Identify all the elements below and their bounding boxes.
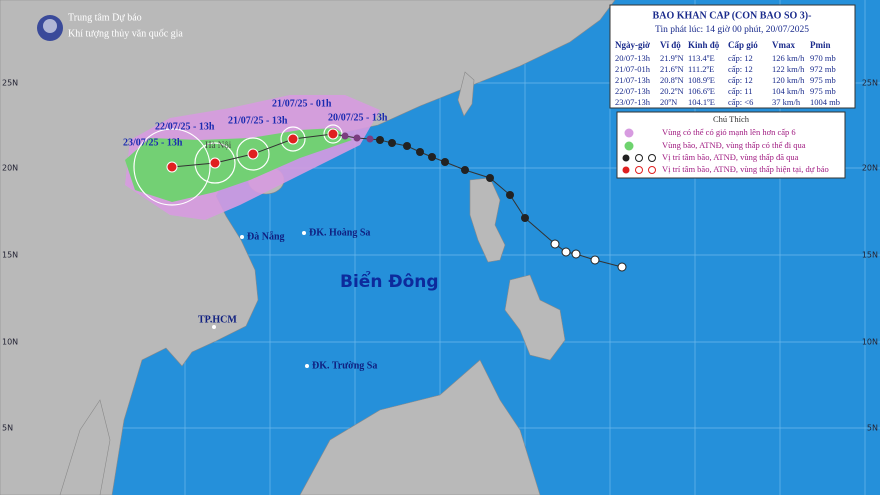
cell: 20/07-13h: [615, 53, 651, 63]
agency-sub: Khí tượng thủy văn quốc gia: [68, 28, 183, 39]
place: Hà Nội: [205, 140, 232, 150]
cell: 972 mb: [810, 64, 836, 74]
legend-box: [616, 111, 846, 179]
forecast-positions: [166, 128, 339, 173]
cell: 1004 mb: [810, 97, 840, 107]
cell: 104 km/h: [772, 86, 805, 96]
cell: cấp: 12: [728, 64, 753, 74]
lat-label: 15N: [2, 251, 18, 260]
forecast-circles: [133, 124, 343, 206]
logo: Trung tâm Dự báo Khí tượng thủy văn quốc…: [37, 12, 183, 41]
cell: 23/07-13h: [615, 97, 651, 107]
past-positions: [341, 132, 627, 272]
cell: 104.1ºE: [688, 97, 715, 107]
place-dot: [305, 364, 309, 368]
place-dot: [302, 231, 306, 235]
place: ĐK. Trường Sa: [312, 360, 377, 371]
place-dot: [240, 235, 244, 239]
cell: 111.2ºE: [688, 64, 714, 74]
legend-item: Vùng bão, ATNĐ, vùng thấp có thể đi qua: [662, 140, 806, 150]
cell: 120 km/h: [772, 75, 805, 85]
legend-swatch: [624, 128, 634, 138]
cell: 21.6ºN: [660, 64, 684, 74]
lat-label: 25N: [2, 79, 18, 88]
legend: Chú Thích Vùng có thể có gió mạnh lên hơ…: [616, 111, 846, 179]
cell: cấp: 11: [728, 86, 752, 96]
cell: 126 km/h: [772, 53, 805, 63]
cell: 106.6ºE: [688, 86, 715, 96]
cell: 975 mb: [810, 75, 836, 85]
column-header: Vĩ độ: [660, 40, 681, 50]
cell: 975 mb: [810, 86, 836, 96]
legend-item: Vùng có thể có gió mạnh lên hơn cấp 6: [662, 127, 796, 137]
cell: 37 km/h: [772, 97, 801, 107]
track-label: 22/07/25 - 13h: [155, 121, 215, 132]
lat-label: 20N: [862, 164, 878, 173]
cell: 20.8ºN: [660, 75, 684, 85]
cell: cấp: 12: [728, 53, 753, 63]
place: TP.HCM: [198, 314, 237, 325]
bulletin: BAO KHAN CAP (CON BAO SO 3)- Tin phát lú…: [609, 4, 856, 109]
cell: 21.9ºN: [660, 53, 684, 63]
cell: cấp: <6: [728, 97, 753, 107]
legend-item: Vị trí tâm bão, ATNĐ, vùng thấp đã qua: [662, 152, 799, 162]
legend-swatch: [624, 141, 634, 151]
cell: 20ºN: [660, 97, 677, 107]
lat-label: 20N: [2, 164, 18, 173]
lat-label: 15N: [862, 251, 878, 260]
place: ĐK. Hoàng Sa: [309, 227, 370, 238]
place: Đà Nẵng: [247, 231, 285, 242]
legend-title: Chú Thích: [713, 114, 750, 124]
column-header: Ngày-giờ: [615, 40, 650, 50]
lat-label: 10N: [862, 338, 878, 347]
track-label: 23/07/25 - 13h: [123, 137, 183, 148]
cell: 122 km/h: [772, 64, 805, 74]
lat-label: 10N: [2, 338, 18, 347]
sea-label: Biển Đông: [340, 270, 439, 292]
column-header: Cấp gió: [728, 40, 758, 50]
cell: 970 mb: [810, 53, 836, 63]
lat-label: 5N: [867, 424, 878, 433]
agency: Trung tâm Dự báo: [68, 12, 142, 23]
track-label: 21/07/25 - 13h: [228, 115, 288, 126]
column-header: Kinh độ: [688, 40, 720, 50]
cell: 20.2ºN: [660, 86, 684, 96]
legend-swatch: [622, 166, 656, 174]
track-label: 20/07/25 - 13h: [328, 112, 388, 123]
lat-labels: 25N 25N 20N 20N 15N 15N 10N 10N 5N 5N: [2, 79, 878, 433]
track-labels: 23/07/25 - 13h 22/07/25 - 13h 21/07/25 -…: [123, 98, 388, 148]
cell: 113.4ºE: [688, 53, 715, 63]
cell: 21/07-13h: [615, 75, 651, 85]
bulletin-box: [609, 4, 856, 109]
cell: 21/07-01h: [615, 64, 651, 74]
legend-swatch: [622, 154, 656, 162]
place-dot: [212, 325, 216, 329]
bulletin-issued: Tin phát lúc: 14 giờ 00 phút, 20/07/2025: [655, 25, 809, 35]
track-label: 21/07/25 - 01h: [272, 98, 332, 109]
lat-label: 25N: [862, 79, 878, 88]
cell: 108.9ºE: [688, 75, 715, 85]
column-header: Pmin: [810, 40, 831, 50]
lat-label: 5N: [2, 424, 13, 433]
bulletin-title: BAO KHAN CAP (CON BAO SO 3)-: [653, 10, 812, 21]
storm-cone: [125, 128, 352, 202]
cell: cấp: 12: [728, 75, 753, 85]
legend-item: Vị trí tâm bão, ATNĐ, vùng thấp hiện tại…: [662, 164, 829, 174]
land: [0, 0, 616, 495]
cell: 22/07-13h: [615, 86, 651, 96]
column-header: Vmax: [772, 40, 795, 50]
